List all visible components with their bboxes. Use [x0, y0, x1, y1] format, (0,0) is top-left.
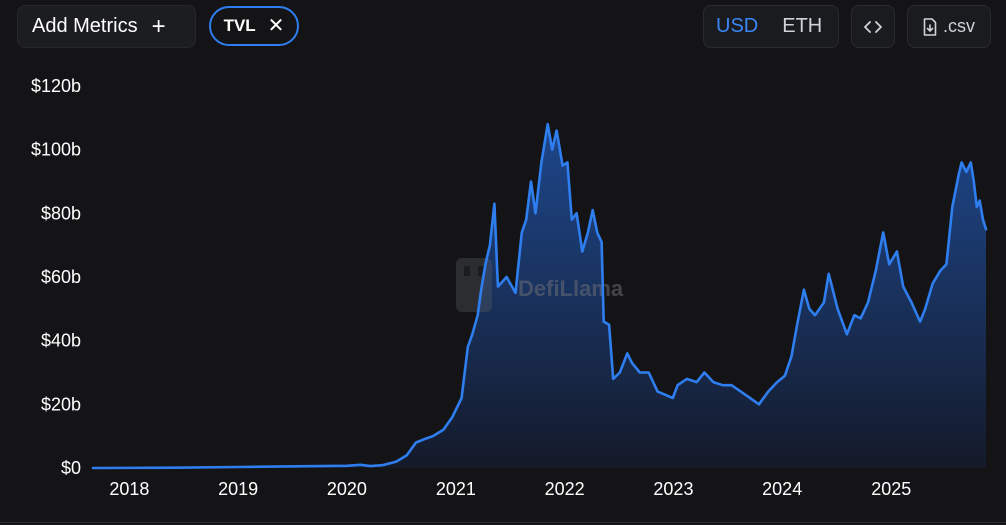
x-tick-label: 2023 — [653, 479, 693, 499]
x-tick-label: 2020 — [327, 479, 367, 499]
file-download-icon — [923, 17, 937, 36]
y-tick-label: $40b — [41, 331, 81, 351]
llama-logo — [456, 258, 492, 312]
metric-chip-tvl[interactable]: TVL ✕ — [209, 6, 299, 46]
x-tick-label: 2022 — [545, 479, 585, 499]
y-tick-label: $0 — [61, 458, 81, 478]
tvl-chart: $0 $20b $40b $60b $80b $100b $120b 2018 2019 202… — [31, 76, 988, 499]
currency-option-eth[interactable]: ETH — [782, 15, 823, 37]
csv-label: .csv — [942, 16, 975, 36]
tvl-area — [93, 124, 986, 468]
plus-icon: + — [151, 12, 166, 40]
currency-option-usd[interactable]: USD — [716, 15, 759, 37]
metric-chip-label: TVL — [223, 16, 256, 35]
y-tick-label: $80b — [41, 203, 81, 223]
x-tick-label: 2019 — [218, 479, 258, 499]
x-tick-label: 2025 — [871, 479, 911, 499]
x-axis: 2018 2019 2020 2021 2022 2023 2024 2025 — [109, 479, 911, 499]
y-tick-label: $60b — [41, 267, 81, 287]
add-metrics-label: Add Metrics — [32, 15, 138, 37]
x-tick-label: 2021 — [436, 479, 476, 499]
download-csv-button[interactable]: .csv — [907, 5, 991, 48]
y-axis: $0 $20b $40b $60b $80b $100b $120b — [31, 76, 81, 478]
embed-button[interactable] — [851, 5, 895, 48]
y-tick-label: $100b — [31, 140, 81, 160]
watermark-text: DefiLlama — [518, 276, 624, 301]
bottom-divider — [0, 522, 1006, 523]
x-tick-label: 2018 — [109, 479, 149, 499]
y-tick-label: $20b — [41, 394, 81, 414]
add-metrics-button[interactable]: Add Metrics + — [17, 5, 196, 48]
x-tick-label: 2024 — [762, 479, 802, 499]
y-tick-label: $120b — [31, 76, 81, 96]
chart-toolbar: Add Metrics + TVL ✕ USD ETH .csv — [0, 0, 1006, 60]
close-icon[interactable]: ✕ — [267, 15, 285, 37]
tvl-line — [91, 122, 988, 470]
code-icon — [864, 20, 882, 33]
currency-toggle: USD ETH — [703, 5, 839, 48]
